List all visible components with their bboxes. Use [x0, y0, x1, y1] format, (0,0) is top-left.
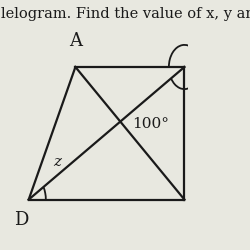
Text: 100°: 100°: [132, 116, 170, 130]
Text: D: D: [14, 211, 28, 229]
Text: A: A: [69, 32, 82, 50]
Text: z: z: [54, 155, 62, 169]
Text: lelogram. Find the value of x, y and: lelogram. Find the value of x, y and: [1, 7, 250, 21]
